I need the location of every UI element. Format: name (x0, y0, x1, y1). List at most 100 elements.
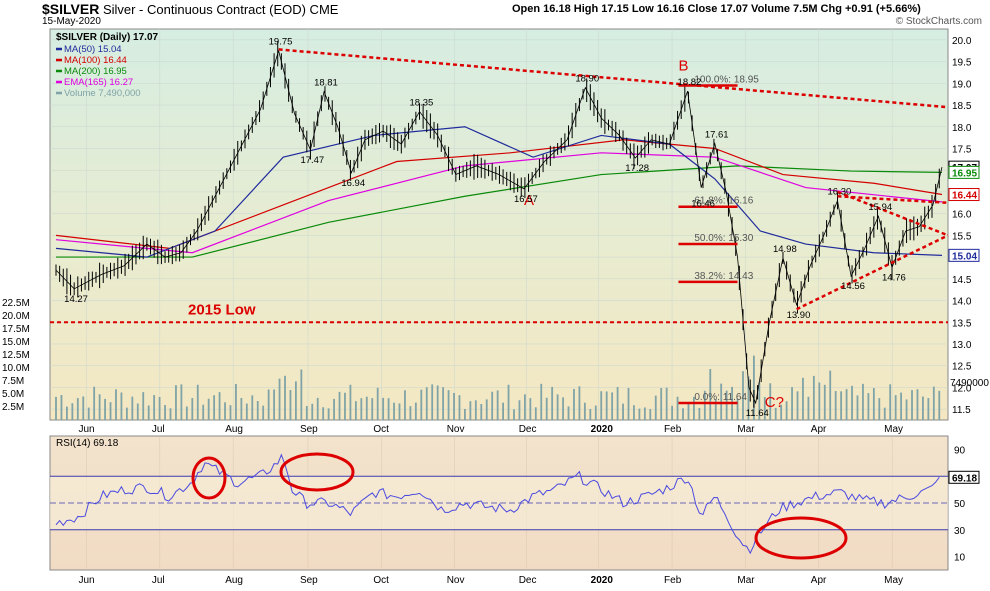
volume-tick-label: 2.5M (2, 402, 24, 413)
rsi-highlight-ellipse (754, 516, 848, 560)
volume-bar (300, 369, 303, 420)
volume-bar (71, 403, 74, 420)
volume-bar (218, 392, 221, 420)
volume-bar (622, 403, 624, 420)
volume-bar (687, 402, 690, 420)
volume-bar (638, 408, 641, 420)
volume-bar (82, 396, 85, 420)
price-tick-label: 15.5 (952, 231, 972, 242)
rsi-panel-title: RSI(14) 69.18 (56, 438, 119, 449)
volume-bar (338, 391, 341, 420)
ema165-line (55, 152, 943, 254)
price-tick-label: 18.5 (952, 101, 972, 112)
price-tick-label: 13.0 (952, 340, 972, 351)
volume-bar (791, 387, 793, 420)
legend-entry: MA(100) 16.44 (64, 55, 127, 66)
rsi-tick-label: 10 (954, 553, 966, 564)
price-tick-label: 11.5 (952, 405, 971, 416)
volume-bar (485, 399, 488, 420)
price-annotation: 18.82 (678, 77, 702, 88)
volume-bar (213, 395, 216, 420)
volume-bar (627, 388, 630, 420)
volume-bar (164, 405, 166, 420)
volume-bar (273, 389, 275, 420)
rsi-x-tick-label: 2020 (591, 575, 614, 586)
volume-bar (447, 390, 450, 420)
price-tick-label: 20.0 (952, 36, 972, 47)
volume-bar (818, 382, 821, 420)
x-tick-label: Dec (519, 424, 537, 435)
rsi-tick-label: 90 (954, 445, 966, 456)
rsi-x-tick-label: Mar (737, 575, 755, 586)
volume-bar (109, 402, 112, 420)
volume-bar (583, 402, 586, 420)
rsi-x-tick-label: Dec (519, 575, 537, 586)
volume-bar (513, 409, 515, 420)
volume-bar (469, 401, 472, 420)
volume-bar (845, 389, 848, 420)
fib-level-label: 50.0%: 15.30 (694, 233, 753, 244)
x-tick-label: Oct (373, 424, 389, 435)
fib-level-label: 61.8%: 16.16 (694, 196, 753, 207)
volume-bar (104, 398, 106, 420)
price-callout-tag: 16.44 (952, 191, 977, 202)
rsi-tick-label: 50 (954, 499, 966, 510)
price-annotation: 16.30 (827, 187, 851, 198)
volume-bar (60, 395, 63, 420)
wave-label: B (678, 57, 688, 74)
volume-tick-label: 22.5M (2, 298, 30, 309)
volume-bar (829, 370, 832, 420)
volume-bar (256, 401, 259, 420)
volume-bar (905, 399, 908, 420)
price-annotation: 16.46 (691, 199, 715, 210)
volume-bar (316, 397, 319, 420)
volume-tick-label: 5.0M (2, 389, 24, 400)
legend-entry: EMA(165) 16.27 (64, 77, 133, 88)
volume-bar (474, 400, 477, 420)
rsi-x-tick-label: Nov (447, 575, 465, 586)
volume-bar (769, 383, 772, 420)
price-annotation: 19.75 (269, 37, 293, 48)
triangle-lower-line (796, 234, 949, 311)
volume-bar (714, 399, 717, 420)
x-tick-label: Jun (78, 424, 94, 435)
x-tick-label: Aug (225, 424, 243, 435)
rsi-x-tick-label: Apr (811, 575, 827, 586)
volume-bar (311, 403, 314, 420)
volume-bar (229, 405, 232, 420)
volume-bar (175, 385, 177, 420)
symbol: $SILVER (42, 1, 100, 17)
price-tick-label: 17.5 (952, 144, 972, 155)
volume-bar (823, 384, 826, 420)
volume-bar (354, 401, 357, 420)
chart-date: 15-May-2020 (42, 16, 101, 27)
volume-bar (938, 390, 941, 420)
volume-bar (883, 407, 886, 420)
price-annotation: 14.56 (841, 281, 865, 292)
price-tick-label: 19.5 (952, 58, 972, 69)
volume-bar (87, 407, 90, 420)
volume-bar (191, 398, 194, 420)
fib-level-label: 100.0%: 18.95 (694, 74, 759, 85)
volume-bar (344, 392, 346, 420)
volume-bar (665, 387, 668, 420)
volume-bar (136, 403, 139, 420)
volume-bar (862, 383, 864, 420)
volume-bar (442, 387, 445, 420)
fib-level-label: 38.2%: 14.43 (694, 271, 753, 282)
volume-bar (376, 387, 379, 420)
x-tick-label: Mar (737, 424, 755, 435)
volume-bar (742, 371, 744, 420)
volume-bar (284, 375, 286, 420)
volume-bar (589, 408, 592, 420)
fib-level-label: 0.0%: 11.64 (694, 392, 747, 403)
price-callout-box (948, 248, 980, 262)
volume-bar (147, 405, 150, 420)
price-annotation: 13.90 (787, 310, 811, 321)
volume-bar (594, 405, 597, 420)
rsi-x-tick-label: Feb (664, 575, 682, 586)
volume-bar (872, 388, 875, 420)
volume-tick-label: 12.5M (2, 350, 30, 361)
volume-bar (916, 389, 919, 420)
